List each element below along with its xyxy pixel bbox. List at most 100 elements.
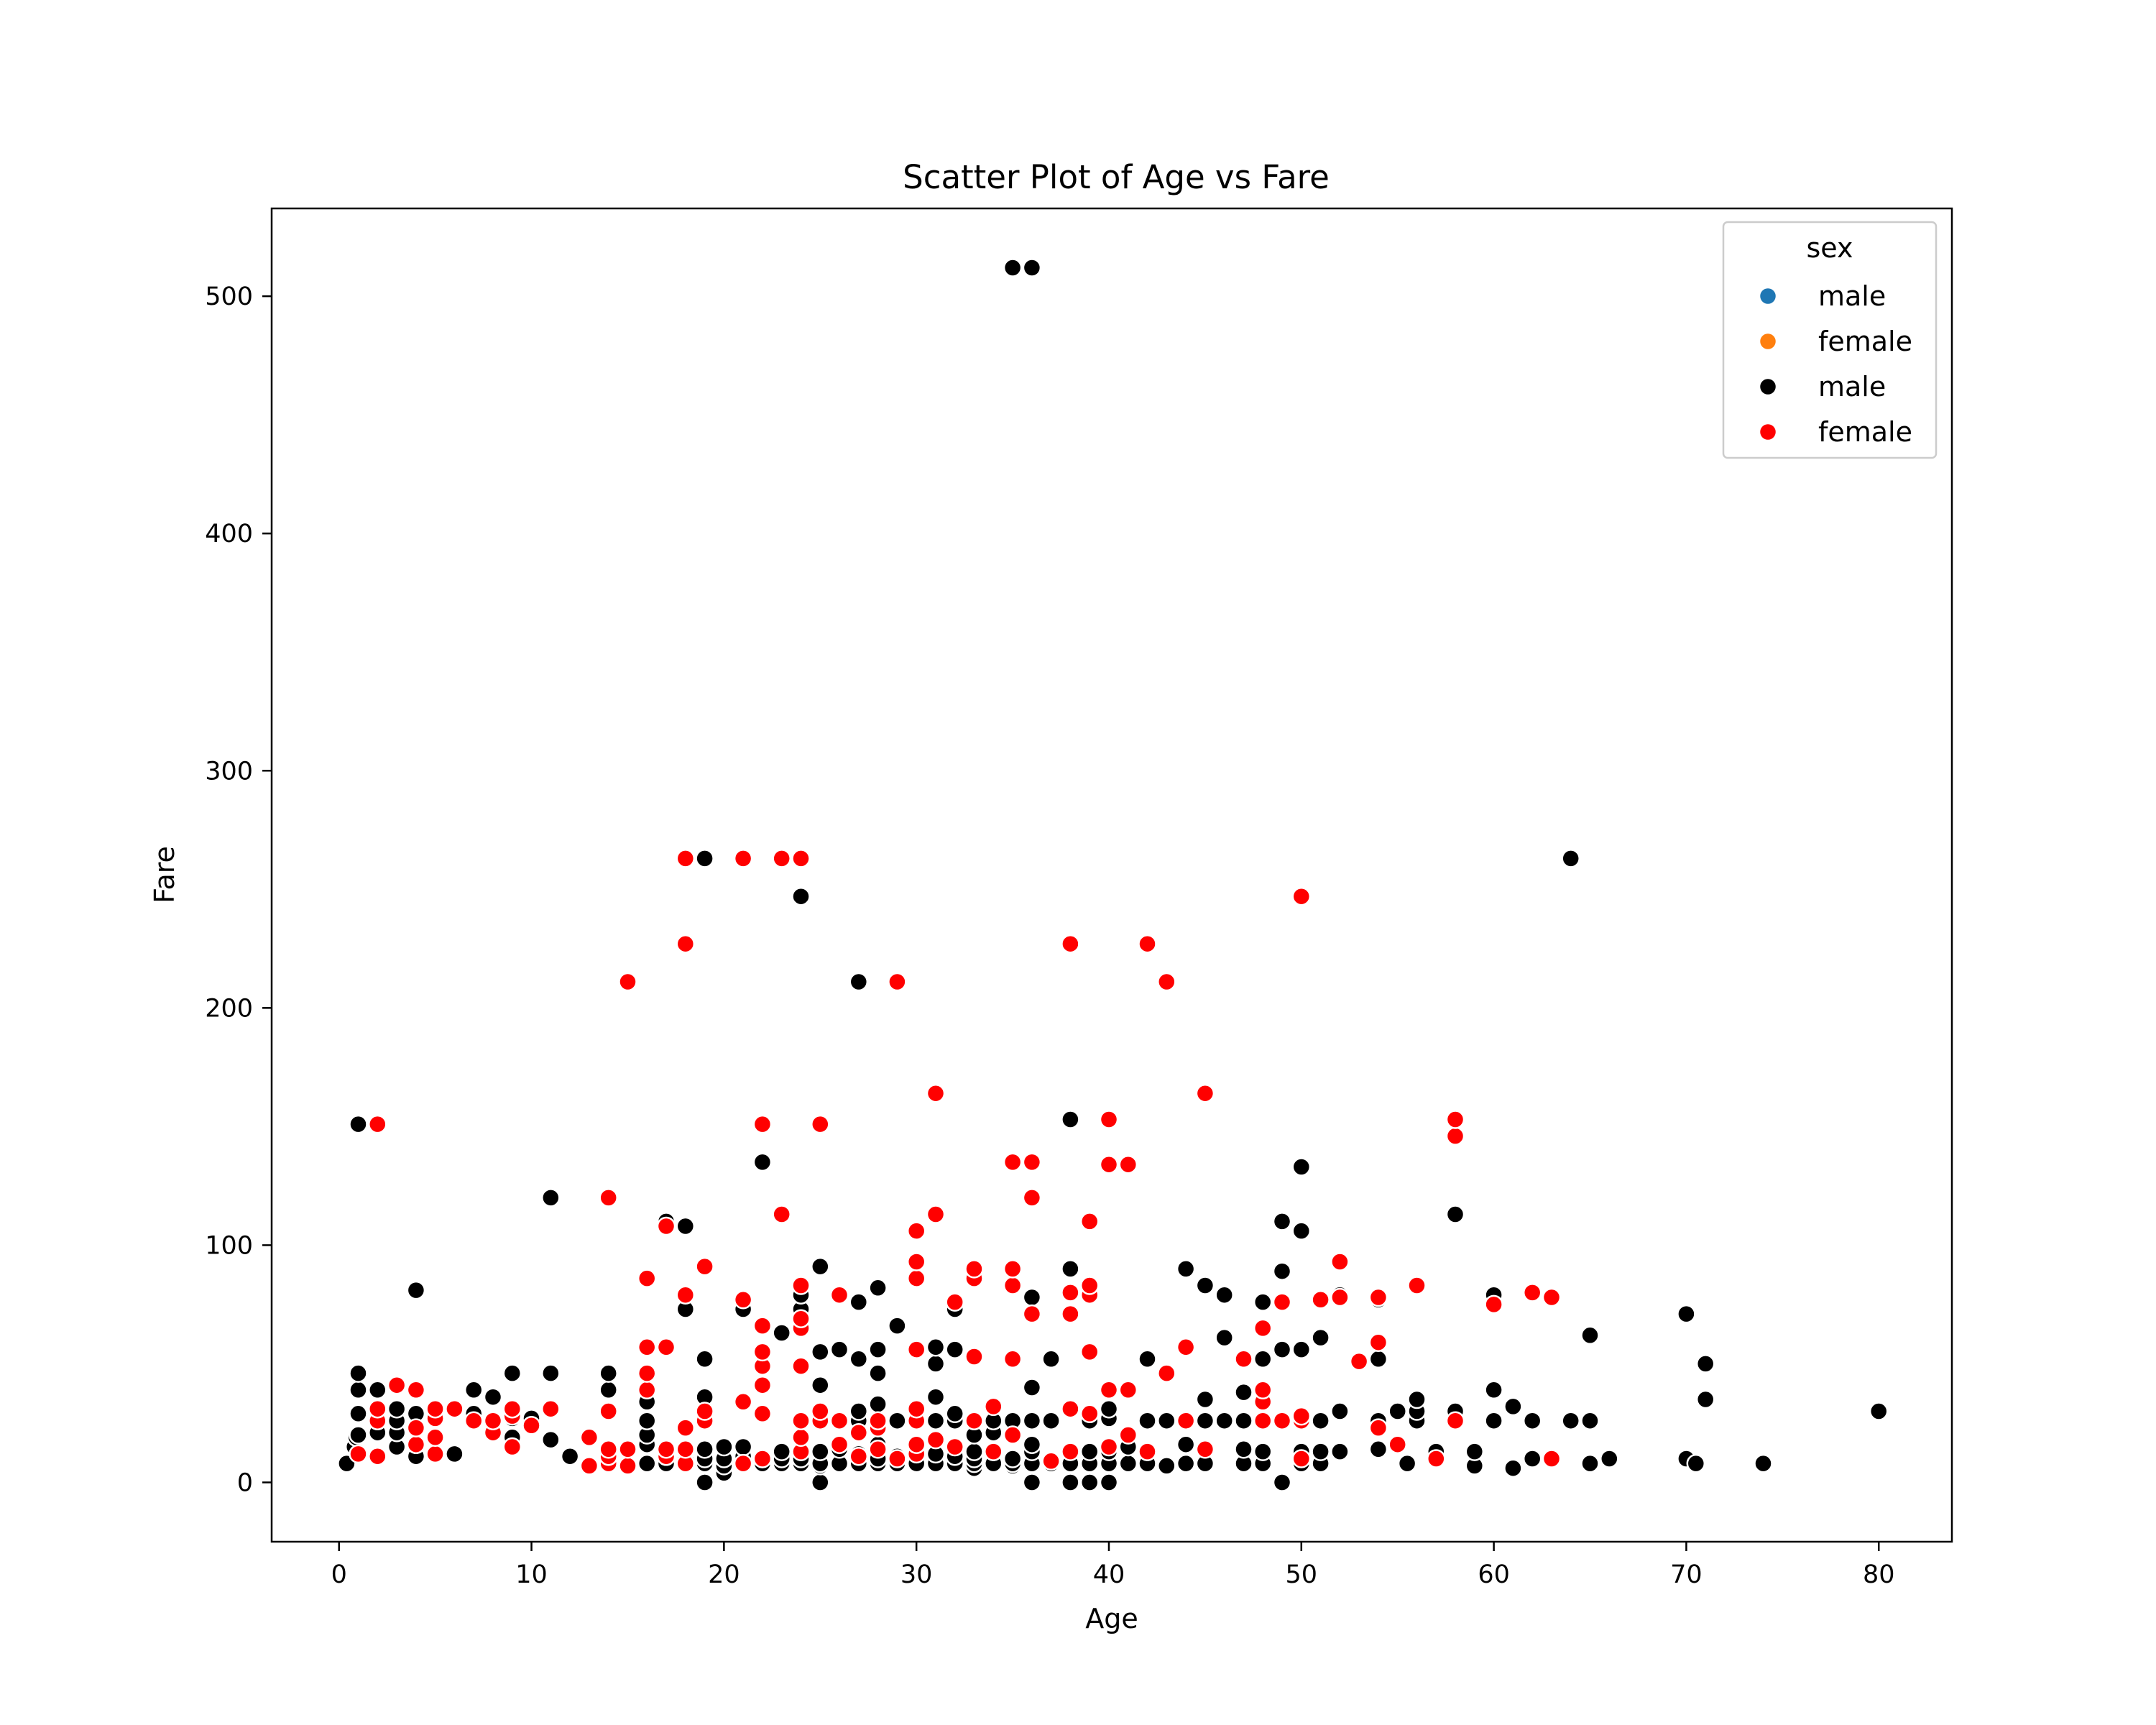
data-point-male	[1253, 1442, 1273, 1461]
data-point-male	[1234, 1382, 1253, 1402]
data-point-female	[906, 1435, 926, 1454]
data-point-male	[1368, 1349, 1388, 1369]
data-point-male	[1176, 1453, 1196, 1473]
data-point-female	[368, 1114, 387, 1134]
data-point-female	[945, 1437, 964, 1457]
data-point-female	[733, 1392, 753, 1412]
data-point-male	[1580, 1453, 1600, 1473]
data-point-male	[811, 1442, 830, 1461]
data-point-female	[483, 1411, 503, 1430]
data-point-female	[695, 1402, 714, 1421]
data-point-male	[1686, 1453, 1706, 1473]
data-point-female	[1291, 1449, 1312, 1468]
x-tick-label: 60	[1478, 1560, 1510, 1589]
data-point-male	[868, 1278, 888, 1298]
data-point-female	[541, 1399, 561, 1419]
data-point-female	[1022, 1188, 1042, 1208]
data-point-male	[1580, 1325, 1600, 1346]
data-point-male	[1157, 1456, 1176, 1476]
data-point-female	[599, 1440, 618, 1459]
data-point-female	[752, 1316, 773, 1335]
data-point-female	[1118, 1154, 1138, 1174]
data-point-female	[676, 849, 696, 868]
x-tick-label: 70	[1670, 1560, 1703, 1589]
data-point-male	[1754, 1453, 1773, 1473]
legend-entries: male female male female	[1758, 280, 1912, 448]
y-tick-label: 400	[205, 520, 253, 548]
data-point-male	[676, 1216, 696, 1236]
data-point-male	[695, 1440, 714, 1459]
data-point-female	[1407, 1276, 1427, 1295]
data-point-male	[714, 1437, 734, 1457]
data-point-male	[1215, 1285, 1234, 1305]
y-tick-label: 300	[205, 757, 253, 786]
data-point-male	[1311, 1328, 1330, 1348]
legend-label: female	[1818, 326, 1912, 357]
data-point-female	[1368, 1333, 1388, 1352]
data-point-male	[1330, 1442, 1350, 1461]
data-point-male	[1522, 1411, 1542, 1430]
data-point-female	[502, 1437, 522, 1457]
data-point-female	[1099, 1437, 1119, 1457]
data-point-female	[733, 849, 753, 868]
data-point-male	[1022, 1287, 1042, 1307]
data-point-male	[1157, 1411, 1176, 1430]
data-point-male	[1234, 1440, 1253, 1459]
data-point-male	[368, 1380, 387, 1400]
data-point-female	[1330, 1252, 1350, 1271]
data-point-male	[868, 1394, 888, 1414]
data-point-female	[1445, 1126, 1465, 1146]
data-point-female	[1138, 934, 1157, 954]
data-point-female	[676, 1418, 696, 1438]
data-point-female	[368, 1446, 387, 1466]
data-point-female	[1195, 1083, 1215, 1103]
data-point-female	[1157, 972, 1176, 992]
data-point-male	[1484, 1380, 1503, 1400]
data-point-female	[1484, 1294, 1503, 1315]
data-point-male	[349, 1114, 368, 1134]
data-point-female	[1253, 1318, 1273, 1338]
y-axis-ticks: 0 100 200 300 400 500	[205, 282, 272, 1497]
data-point-female	[1061, 1399, 1080, 1419]
data-point-male	[811, 1473, 830, 1492]
data-point-female	[406, 1380, 426, 1400]
data-point-female	[1368, 1418, 1388, 1438]
data-point-female	[464, 1411, 484, 1430]
data-point-female	[1445, 1110, 1465, 1129]
data-point-female	[1061, 934, 1080, 954]
data-point-female	[676, 1285, 696, 1305]
data-point-male	[695, 1473, 714, 1492]
data-point-female	[829, 1411, 849, 1430]
data-point-male	[1003, 258, 1023, 277]
data-point-male	[926, 1338, 946, 1357]
data-point-female	[445, 1399, 464, 1419]
data-point-male	[1195, 1276, 1215, 1295]
data-point-male	[926, 1411, 946, 1430]
data-point-female	[1041, 1451, 1061, 1471]
x-tick-label: 80	[1863, 1560, 1895, 1589]
data-point-male	[406, 1280, 426, 1300]
data-point-female	[772, 849, 791, 868]
data-point-male	[811, 1342, 830, 1362]
data-point-female	[1195, 1440, 1215, 1459]
data-point-male	[1272, 1212, 1292, 1231]
data-point-female	[349, 1444, 368, 1464]
data-point-female	[656, 1440, 676, 1459]
data-point-male	[1253, 1292, 1273, 1312]
data-point-female	[618, 972, 637, 992]
data-point-female	[791, 1411, 811, 1430]
data-point-male	[1600, 1449, 1619, 1468]
data-point-male	[849, 1402, 869, 1421]
data-point-female	[791, 1356, 811, 1376]
data-point-female	[1176, 1411, 1196, 1430]
data-point-male	[926, 1354, 946, 1374]
data-point-male	[811, 1256, 830, 1276]
data-point-male	[1176, 1259, 1196, 1279]
data-point-male	[849, 1349, 869, 1369]
data-point-male	[964, 1442, 984, 1461]
data-point-female	[656, 1216, 676, 1236]
data-point-male	[1061, 1473, 1080, 1492]
legend-title: sex	[1807, 232, 1853, 264]
data-point-male	[502, 1363, 522, 1383]
